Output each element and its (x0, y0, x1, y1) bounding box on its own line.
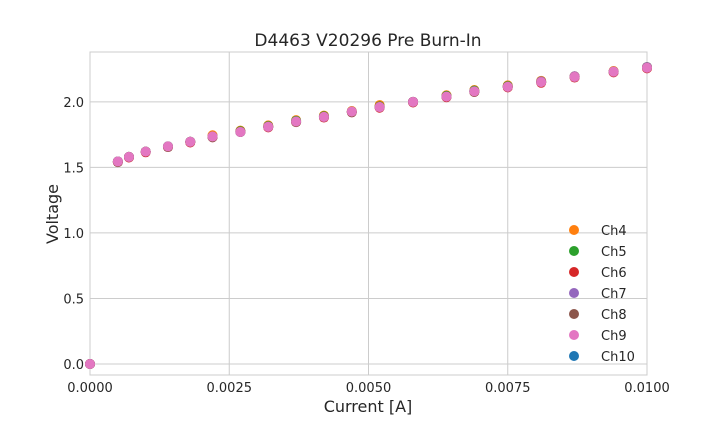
point-ch9 (608, 66, 619, 77)
legend-label-ch9: Ch9 (601, 329, 627, 344)
point-ch9 (162, 141, 173, 152)
point-ch9 (408, 96, 419, 107)
point-ch9 (569, 71, 580, 82)
y-axis-label: Voltage (43, 184, 62, 244)
y-tick-label: 1.0 (63, 227, 84, 242)
legend-label-ch8: Ch8 (601, 308, 627, 323)
point-ch9 (85, 358, 95, 369)
legend-marker-ch5 (569, 246, 579, 256)
legend: Ch4 Ch5 Ch6 Ch7 Ch8 Ch9 Ch10 (569, 224, 635, 365)
plot-frame (89, 51, 648, 376)
point-ch9 (140, 146, 151, 157)
chart-title: D4463 V20296 Pre Burn-In (254, 31, 481, 51)
point-ch9 (374, 102, 385, 113)
x-tick-label: 0.0025 (207, 381, 253, 396)
x-tick-label: 0.0075 (485, 381, 531, 396)
legend-marker-ch7 (569, 288, 579, 298)
legend-label-ch10: Ch10 (601, 350, 635, 365)
point-ch9 (263, 121, 274, 132)
y-tick-label: 0.5 (63, 292, 84, 307)
point-ch9 (536, 77, 547, 88)
y-tick-label: 1.5 (63, 161, 84, 176)
point-ch9 (502, 81, 513, 92)
legend-label-ch5: Ch5 (601, 245, 627, 260)
legend-marker-ch9 (569, 330, 579, 340)
ticks: 0.0000 0.0025 0.0050 0.0075 0.0100 0.0 0.5 1.0 1… (63, 96, 669, 396)
point-ch9 (123, 151, 134, 162)
legend-marker-ch8 (569, 309, 579, 319)
legend-label-ch7: Ch7 (601, 287, 627, 302)
y-tick-label: 0.0 (63, 358, 84, 373)
x-axis-label: Current [A] (324, 397, 413, 416)
legend-marker-ch6 (569, 267, 579, 277)
point-ch9 (185, 136, 196, 147)
point-ch9 (441, 91, 452, 102)
x-tick-label: 0.0000 (67, 381, 113, 396)
point-ch9 (346, 106, 357, 117)
point-ch9 (112, 156, 123, 167)
point-ch9 (469, 86, 480, 97)
x-tick-label: 0.0050 (346, 381, 392, 396)
legend-label-ch6: Ch6 (601, 266, 627, 281)
point-ch9 (207, 131, 218, 142)
grid (89, 51, 648, 376)
data-points (85, 62, 652, 369)
point-ch9 (318, 111, 329, 122)
y-tick-label: 2.0 (63, 96, 84, 111)
legend-marker-ch10 (569, 351, 579, 361)
x-tick-label: 0.0100 (624, 381, 670, 396)
point-ch9 (642, 62, 652, 73)
point-ch9 (235, 126, 246, 137)
legend-marker-ch4 (569, 225, 579, 235)
legend-label-ch4: Ch4 (601, 224, 627, 239)
point-ch9 (291, 116, 302, 127)
